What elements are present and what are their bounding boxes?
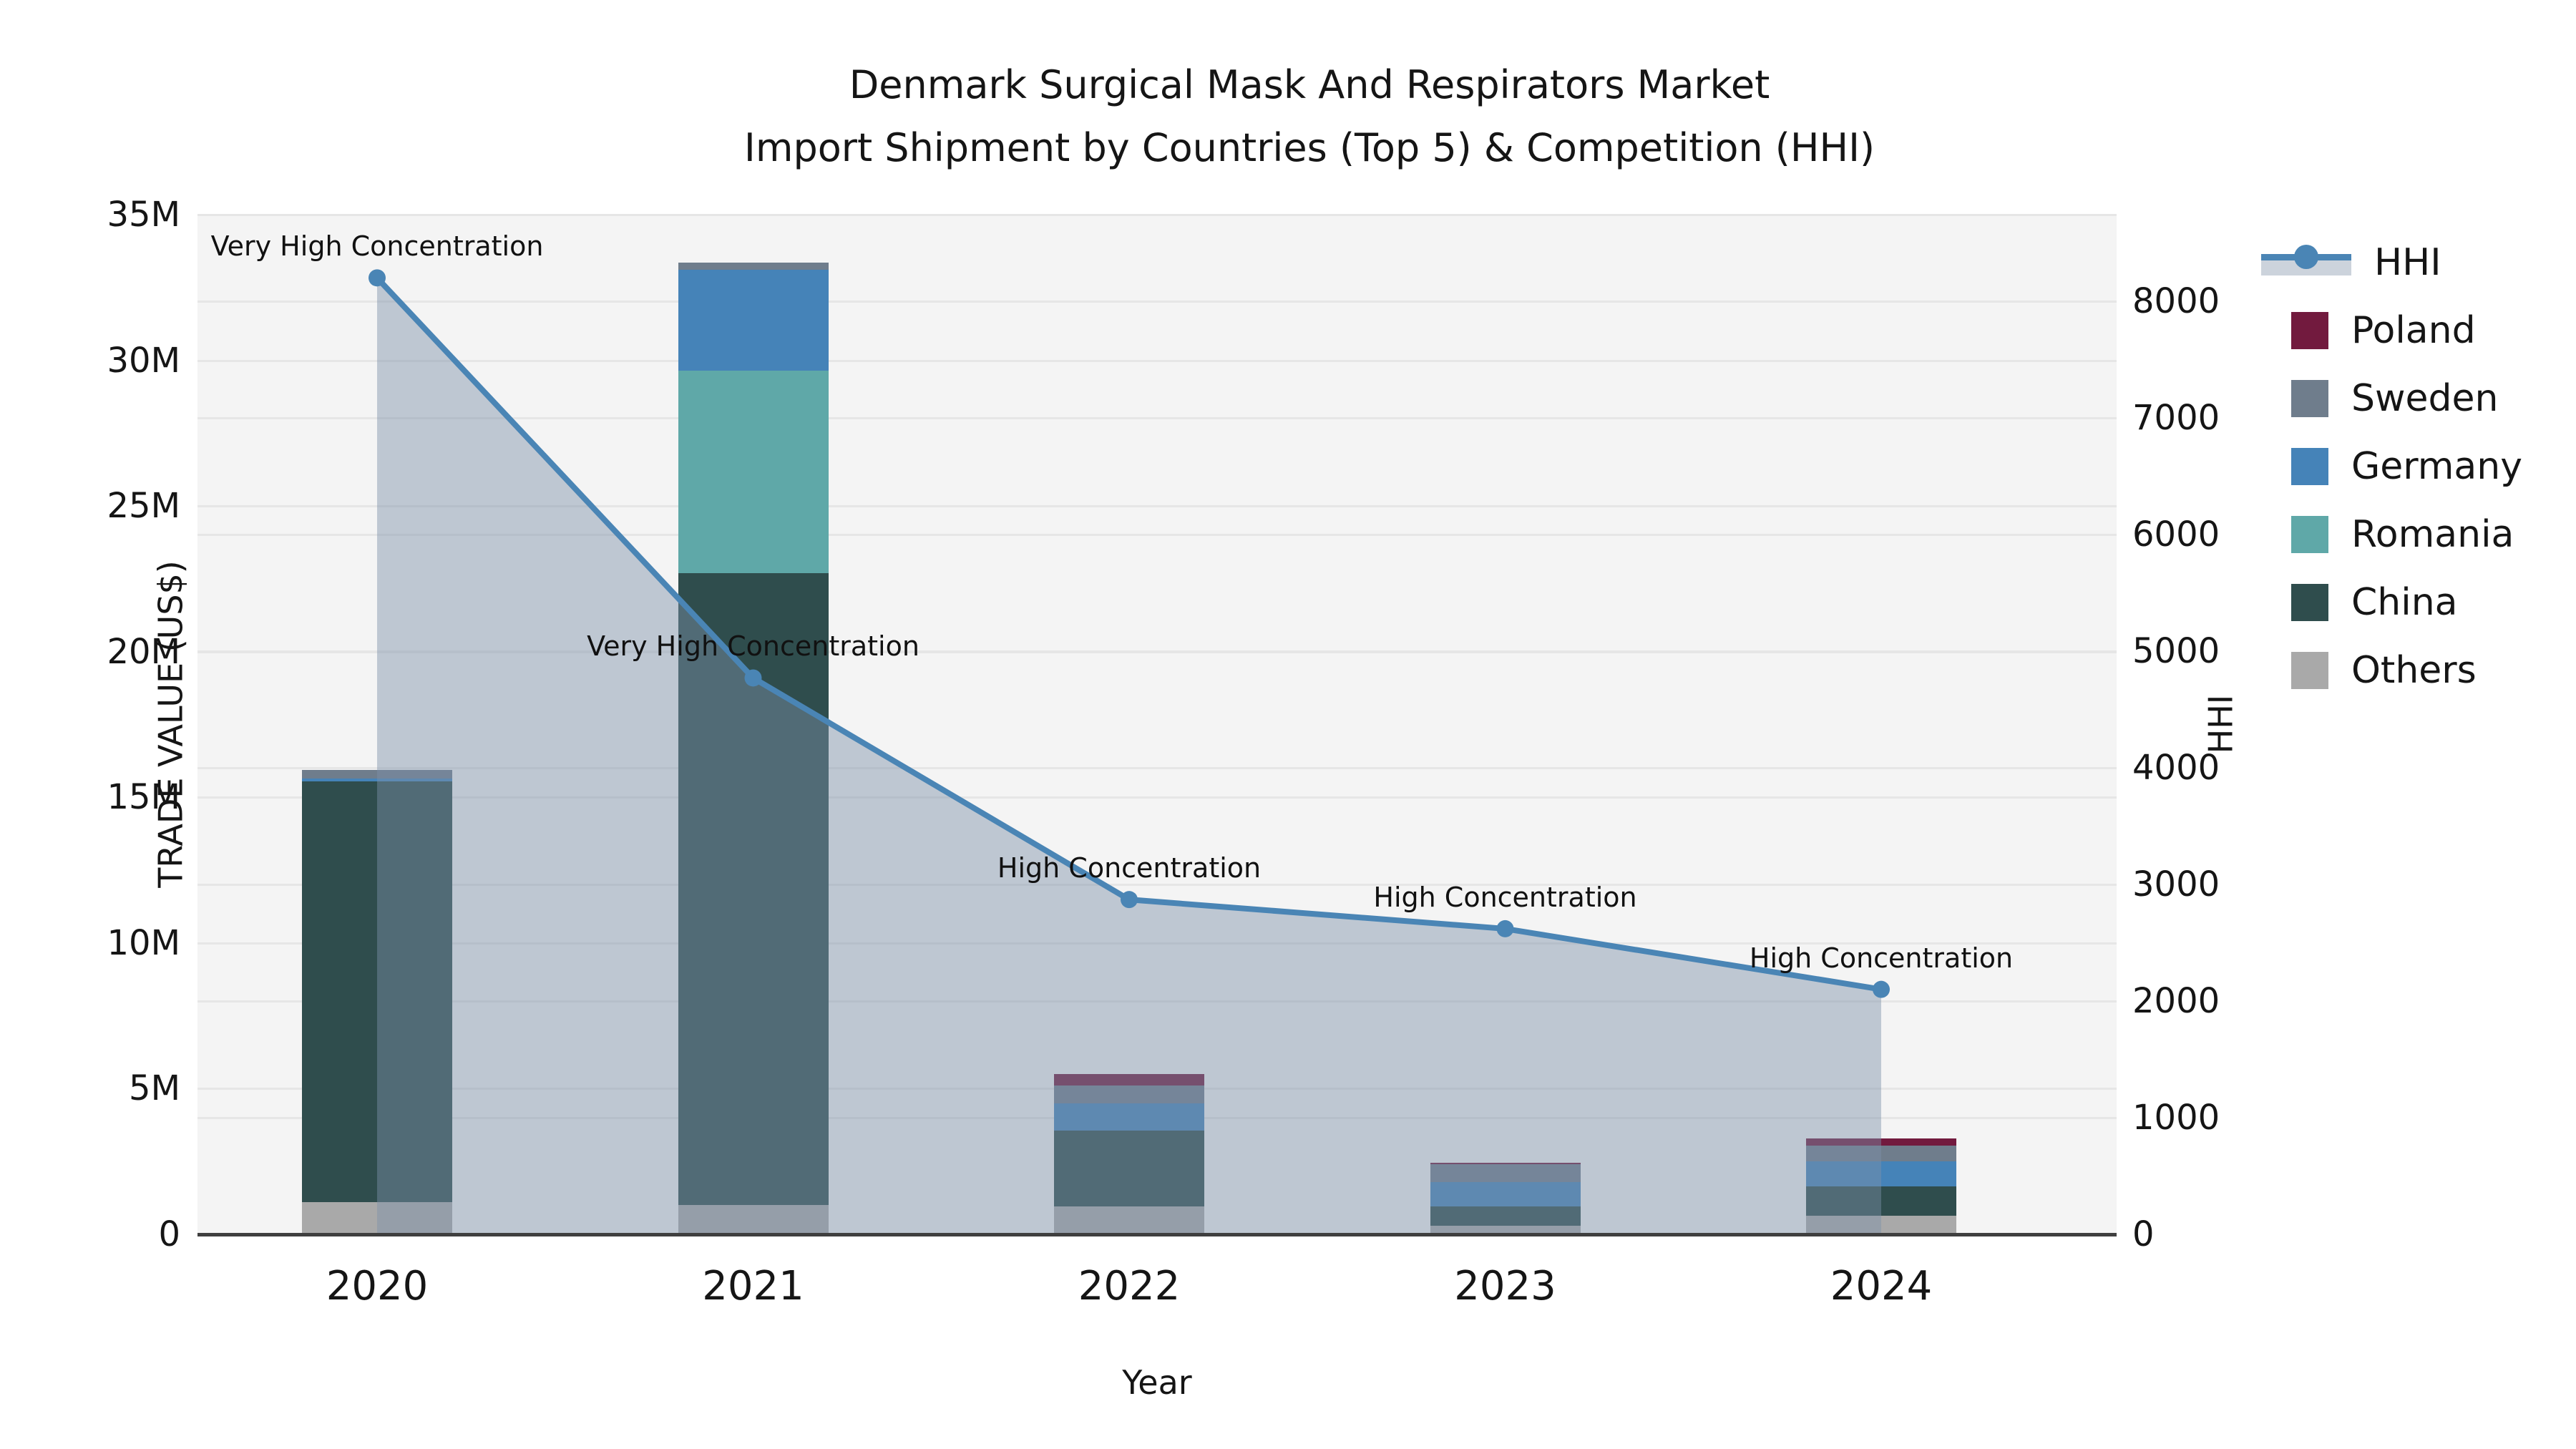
- legend-item-hhi: HHI: [2261, 230, 2441, 295]
- gridline: [197, 884, 2117, 886]
- legend-label-others: Others: [2351, 649, 2477, 692]
- y-axis-left-title: TRADE VALUE (US$): [151, 560, 190, 888]
- y-left-tick-35M: 35M: [107, 195, 181, 235]
- y-right-tick-4000: 4000: [2132, 747, 2220, 788]
- y-left-tick-30M: 30M: [107, 340, 181, 381]
- legend-label-poland: Poland: [2351, 309, 2476, 352]
- legend-label-romania: Romania: [2351, 513, 2514, 556]
- x-tick-2023: 2023: [1454, 1263, 1556, 1309]
- annotation-2024: High Concentration: [1749, 942, 2014, 974]
- gridline: [197, 796, 2117, 799]
- annotation-2020: Very High Concentration: [210, 230, 544, 263]
- y-right-tick-6000: 6000: [2132, 514, 2220, 555]
- x-tick-2021: 2021: [702, 1263, 804, 1309]
- legend-label-sweden: Sweden: [2351, 377, 2499, 420]
- x-tick-2020: 2020: [326, 1263, 429, 1309]
- legend-item-others: Others: [2261, 638, 2477, 703]
- chart-title-line2: Import Shipment by Countries (Top 5) & C…: [743, 125, 1875, 170]
- y-right-tick-0: 0: [2132, 1214, 2155, 1254]
- gridline: [197, 650, 2117, 653]
- bar-segment-others-2023: [1430, 1225, 1581, 1234]
- y-left-tick-5M: 5M: [129, 1068, 180, 1109]
- annotation-2021: Very High Concentration: [587, 630, 919, 663]
- bar-segment-poland-2024: [1806, 1138, 1956, 1146]
- legend-item-china: China: [2261, 570, 2458, 635]
- bar-segment-germany-2021: [678, 270, 829, 371]
- chart-title: Denmark Surgical Mask And Respirators Ma…: [744, 54, 1875, 180]
- bar-segment-others-2020: [302, 1202, 452, 1234]
- gridline: [197, 1000, 2117, 1002]
- bar-segment-china-2020: [302, 781, 452, 1203]
- bar-segment-sweden-2021: [678, 263, 829, 270]
- bar-segment-poland-2023: [1430, 1163, 1581, 1165]
- gridline: [197, 360, 2117, 362]
- gridline: [197, 301, 2117, 303]
- bar-segment-china-2023: [1430, 1206, 1581, 1226]
- bar-segment-germany-2020: [302, 778, 452, 781]
- y-left-tick-20M: 20M: [107, 631, 181, 672]
- y-left-tick-10M: 10M: [107, 922, 181, 963]
- legend-label-hhi: HHI: [2374, 241, 2441, 284]
- y-left-tick-15M: 15M: [107, 777, 181, 818]
- legend-item-germany: Germany: [2261, 434, 2522, 499]
- legend-label-china: China: [2351, 581, 2458, 624]
- legend-item-poland: Poland: [2261, 298, 2476, 363]
- legend-label-germany: Germany: [2351, 445, 2523, 488]
- y-right-tick-8000: 8000: [2132, 280, 2220, 321]
- gridline: [197, 417, 2117, 419]
- bar-segment-china-2021: [678, 572, 829, 1206]
- bar-segment-romania-2021: [678, 370, 829, 573]
- bar-segment-china-2024: [1806, 1186, 1956, 1216]
- annotation-2023: High Concentration: [1373, 881, 1637, 913]
- chart-title-line1: Denmark Surgical Mask And Respirators Ma…: [849, 62, 1770, 107]
- bar-segment-germany-2023: [1430, 1181, 1581, 1207]
- annotation-2022: High Concentration: [997, 852, 1262, 884]
- y-right-tick-3000: 3000: [2132, 864, 2220, 904]
- y-right-tick-5000: 5000: [2132, 630, 2220, 671]
- bar-segment-others-2024: [1806, 1215, 1956, 1234]
- hhi-legend-marker-icon: [2261, 245, 2351, 278]
- x-tick-2024: 2024: [1830, 1263, 1933, 1309]
- bar-segment-germany-2022: [1054, 1103, 1204, 1131]
- legend-item-sweden: Sweden: [2261, 366, 2499, 431]
- y-axis-right-title: HHI: [2201, 694, 2240, 754]
- legend-item-romania: Romania: [2261, 502, 2514, 567]
- legend-swatch-poland: [2291, 312, 2328, 349]
- gridline: [197, 214, 2117, 216]
- gridline: [197, 505, 2117, 507]
- x-tick-2022: 2022: [1078, 1263, 1181, 1309]
- legend-swatch-sweden: [2291, 380, 2328, 417]
- legend-swatch-china: [2291, 584, 2328, 621]
- y-right-tick-1000: 1000: [2132, 1097, 2220, 1138]
- legend-swatch-romania: [2291, 516, 2328, 553]
- y-left-tick-25M: 25M: [107, 486, 181, 527]
- y-left-tick-0: 0: [158, 1214, 180, 1254]
- bar-segment-sweden-2023: [1430, 1164, 1581, 1182]
- bar-segment-others-2021: [678, 1205, 829, 1234]
- bar-segment-sweden-2022: [1054, 1085, 1204, 1103]
- bar-segment-others-2022: [1054, 1206, 1204, 1234]
- bar-segment-sweden-2024: [1806, 1145, 1956, 1162]
- bar-segment-china-2022: [1054, 1131, 1204, 1207]
- legend-swatch-germany: [2291, 448, 2328, 485]
- gridline: [197, 534, 2117, 536]
- bar-segment-sweden-2020: [302, 769, 452, 779]
- legend-swatch-others: [2291, 652, 2328, 689]
- hhi-dot-swatch: [2294, 245, 2318, 269]
- y-right-tick-2000: 2000: [2132, 980, 2220, 1021]
- x-axis-title: Year: [1122, 1363, 1192, 1402]
- x-axis-line: [197, 1233, 2117, 1236]
- bar-segment-poland-2022: [1054, 1074, 1204, 1086]
- bar-segment-germany-2024: [1806, 1161, 1956, 1186]
- y-right-tick-7000: 7000: [2132, 397, 2220, 438]
- gridline: [197, 767, 2117, 769]
